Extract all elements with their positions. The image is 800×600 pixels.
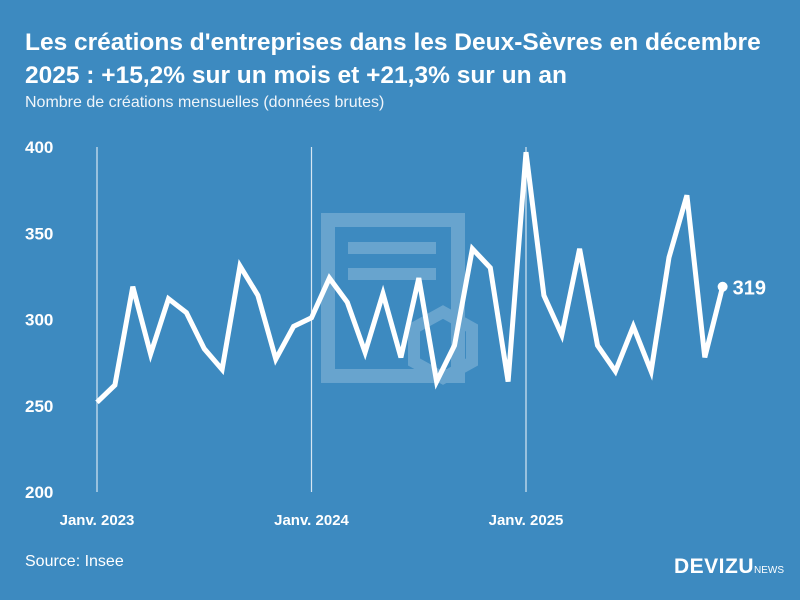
data-point — [717, 281, 728, 292]
series-line — [95, 151, 726, 405]
chart-subtitle: Nombre de créations mensuelles (données … — [25, 94, 385, 111]
x-tick-label: Janv. 2025 — [489, 512, 564, 529]
y-tick-label: 200 — [25, 483, 53, 502]
x-tick-label: Janv. 2023 — [60, 512, 135, 529]
y-tick-label: 400 — [25, 138, 53, 157]
y-tick-label: 350 — [25, 224, 53, 243]
y-tick-label: 300 — [25, 311, 53, 330]
chart-title: Les créations d'entreprises dans les Deu… — [25, 29, 761, 89]
logo: DEVIZUNEWS — [674, 555, 784, 579]
logo-main: DEVIZU — [674, 555, 755, 578]
source-note: Source: Insee — [25, 553, 124, 570]
logo-suffix: NEWS — [754, 565, 785, 576]
x-tick-label: Janv. 2024 — [274, 512, 349, 529]
y-tick-label: 250 — [25, 397, 53, 416]
watermark-icon — [321, 213, 478, 385]
last-value-label: 319 — [733, 278, 766, 300]
